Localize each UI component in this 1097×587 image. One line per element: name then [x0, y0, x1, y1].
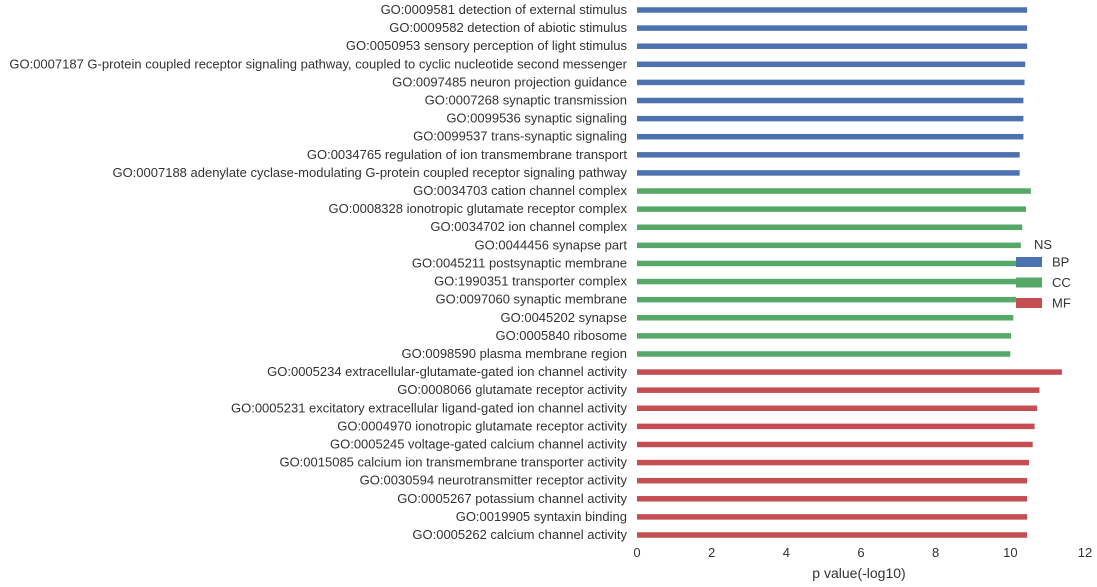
- legend-label-cc: CC: [1052, 275, 1071, 290]
- legend-swatch-mf: [1016, 298, 1042, 308]
- category-label: GO:0044456 synapse part: [475, 237, 628, 252]
- bar-cc: [637, 224, 1023, 230]
- bar-mf: [637, 369, 1062, 375]
- bar-bp: [637, 115, 1024, 122]
- bar-bp: [637, 79, 1025, 86]
- category-label: GO:0005840 ribosome: [495, 328, 627, 343]
- category-label: GO:0019905 syntaxin binding: [456, 509, 627, 524]
- bar-mf: [637, 441, 1033, 448]
- bar-mf: [637, 477, 1028, 484]
- category-label: GO:0045202 synapse: [501, 310, 627, 325]
- bar-cc: [637, 315, 1014, 321]
- x-tick-label: 6: [857, 545, 864, 560]
- category-label: GO:0015085 calcium ion transmembrane tra…: [279, 455, 627, 470]
- category-label: GO:0097485 neuron projection guidance: [392, 74, 627, 89]
- bar-mf: [637, 514, 1028, 520]
- bar-mf: [637, 532, 1028, 538]
- x-tick-label: 0: [633, 545, 640, 560]
- bar-cc: [637, 278, 1018, 285]
- category-label: GO:0034702 ion channel complex: [430, 219, 627, 234]
- legend-label-bp: BP: [1052, 255, 1069, 270]
- category-label: GO:0005234 extracellular-glutamate-gated…: [267, 364, 627, 379]
- bar-mf: [637, 459, 1029, 466]
- bar-cc: [637, 242, 1021, 249]
- category-label: GO:0099536 synaptic signaling: [446, 111, 627, 126]
- category-label: GO:0009582 detection of abiotic stimulus: [389, 20, 627, 35]
- category-label: GO:0097060 synaptic membrane: [436, 292, 628, 307]
- category-label: GO:0099537 trans-synaptic signaling: [413, 129, 627, 144]
- bar-bp: [637, 25, 1028, 31]
- x-tick-label: 8: [932, 545, 939, 560]
- x-axis-ticks-group: 0 2 4 6 8 10 12: [633, 545, 1092, 560]
- category-label: GO:0005245 voltage-gated calcium channel…: [330, 436, 628, 451]
- legend-swatch-bp: [1016, 257, 1042, 267]
- category-label: GO:0009581 detection of external stimulu…: [381, 2, 628, 17]
- legend-label-mf: MF: [1052, 296, 1071, 311]
- category-label: GO:0034703 cation channel complex: [413, 183, 627, 198]
- bar-bp: [637, 61, 1026, 68]
- bar-cc: [637, 351, 1011, 357]
- legend: NS BP CC MF: [1016, 237, 1071, 311]
- category-label: GO:0007188 adenylate cyclase-modulating …: [112, 165, 627, 180]
- category-label: GO:0045211 postsynaptic membrane: [412, 255, 627, 270]
- bars-group: [637, 7, 1062, 538]
- bar-cc: [637, 296, 1016, 303]
- x-tick-label: 2: [708, 545, 715, 560]
- category-label: GO:1990351 transporter complex: [434, 274, 627, 289]
- x-tick-label: 4: [783, 545, 790, 560]
- category-label: GO:0008066 glutamate receptor activity: [397, 382, 627, 397]
- x-tick-label: 12: [1078, 545, 1092, 560]
- bar-cc: [637, 333, 1012, 339]
- bar-bp: [637, 7, 1028, 13]
- bar-bp: [637, 152, 1020, 158]
- bar-cc: [637, 260, 1020, 267]
- bar-bp: [637, 97, 1024, 104]
- category-label: GO:0050953 sensory perception of light s…: [346, 38, 628, 53]
- bar-cc: [637, 206, 1027, 212]
- category-label: GO:0004970 ionotropic glutamate receptor…: [337, 418, 627, 433]
- category-label: GO:0005262 calcium channel activity: [412, 527, 627, 542]
- x-tick-label: 10: [1003, 545, 1017, 560]
- bar-mf: [637, 387, 1040, 393]
- bar-mf: [637, 496, 1028, 502]
- bar-bp: [637, 43, 1028, 49]
- category-labels-group: GO:0009581 detection of external stimulu…: [9, 2, 627, 542]
- category-label: GO:0030594 neurotransmitter receptor act…: [360, 473, 628, 488]
- legend-swatch-cc: [1016, 277, 1042, 288]
- category-label: GO:0005267 potassium channel activity: [397, 491, 627, 506]
- bar-bp: [637, 133, 1024, 140]
- category-label: GO:0005231 excitatory extracellular liga…: [231, 400, 628, 415]
- bar-bp: [637, 170, 1020, 176]
- category-label: GO:0007187 G-protein coupled receptor si…: [9, 56, 627, 71]
- category-label: GO:0007268 synaptic transmission: [425, 93, 627, 108]
- bar-mf: [637, 423, 1035, 430]
- category-label: GO:0034765 regulation of ion transmembra…: [307, 147, 628, 162]
- bar-cc: [637, 188, 1031, 194]
- category-label: GO:0008328 ionotropic glutamate receptor…: [329, 201, 628, 216]
- legend-title: NS: [1034, 237, 1052, 252]
- category-label: GO:0098590 plasma membrane region: [402, 346, 627, 361]
- x-axis-label: p value(-log10): [812, 565, 905, 581]
- bar-mf: [637, 405, 1038, 412]
